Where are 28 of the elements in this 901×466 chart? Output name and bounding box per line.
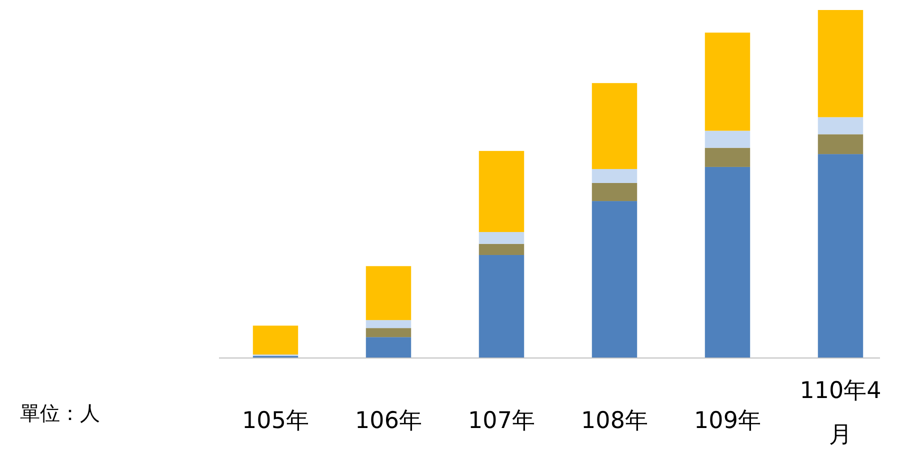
bar (366, 266, 412, 320)
bar (366, 328, 412, 338)
bar (592, 201, 638, 358)
bar (592, 83, 638, 170)
x-tick-label: 106年 (355, 408, 422, 434)
x-tick-label: 110年4月 (800, 378, 882, 448)
bar (592, 182, 638, 202)
bar (592, 169, 638, 183)
x-tick-label: 108年 (581, 408, 648, 434)
bar (366, 337, 412, 358)
bar (366, 320, 412, 328)
text: 單位：人 (20, 401, 100, 425)
x-tick-label: 105年 (242, 408, 309, 434)
bar (704, 130, 750, 148)
bar (478, 254, 524, 358)
x-tick-label: 109年 (694, 408, 761, 434)
bar (818, 117, 864, 134)
bar (818, 154, 864, 358)
bar (818, 134, 864, 154)
bar (252, 326, 298, 355)
bar (704, 32, 750, 131)
bar (478, 244, 524, 255)
bar (704, 148, 750, 167)
bar (478, 150, 524, 232)
bar (818, 10, 864, 118)
bar (704, 166, 750, 358)
x-tick-label: 107年 (468, 408, 535, 434)
bar (478, 232, 524, 244)
